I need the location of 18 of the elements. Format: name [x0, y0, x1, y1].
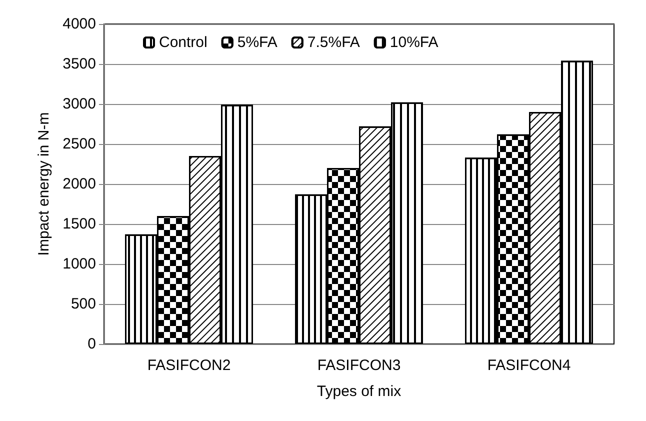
x-axis-title: Types of mix — [316, 383, 402, 400]
y-tick-label: 500 — [70, 296, 96, 312]
x-tick-label: FASIFCON2 — [147, 357, 231, 374]
y-tick-label: 2000 — [62, 176, 96, 192]
x-tick-label: FASIFCON4 — [487, 357, 571, 374]
y-tick-label: 1500 — [62, 216, 96, 232]
y-tick-label: 3000 — [62, 96, 96, 112]
y-tick-label: 0 — [88, 336, 96, 352]
y-axis-title: Impact energy in N-m — [36, 112, 53, 256]
x-tick-label: FASIFCON3 — [317, 357, 401, 374]
legend-label: 10%FA — [390, 34, 438, 51]
y-tick-label: 3500 — [62, 56, 96, 72]
legend-label: 7.5%FA — [307, 34, 360, 51]
y-tick-label: 1000 — [62, 256, 96, 272]
y-tick-label: 2500 — [62, 136, 96, 152]
y-tick-label: 4000 — [62, 16, 96, 32]
legend-label: 5%FA — [237, 34, 278, 51]
legend-label: Control — [159, 34, 208, 51]
